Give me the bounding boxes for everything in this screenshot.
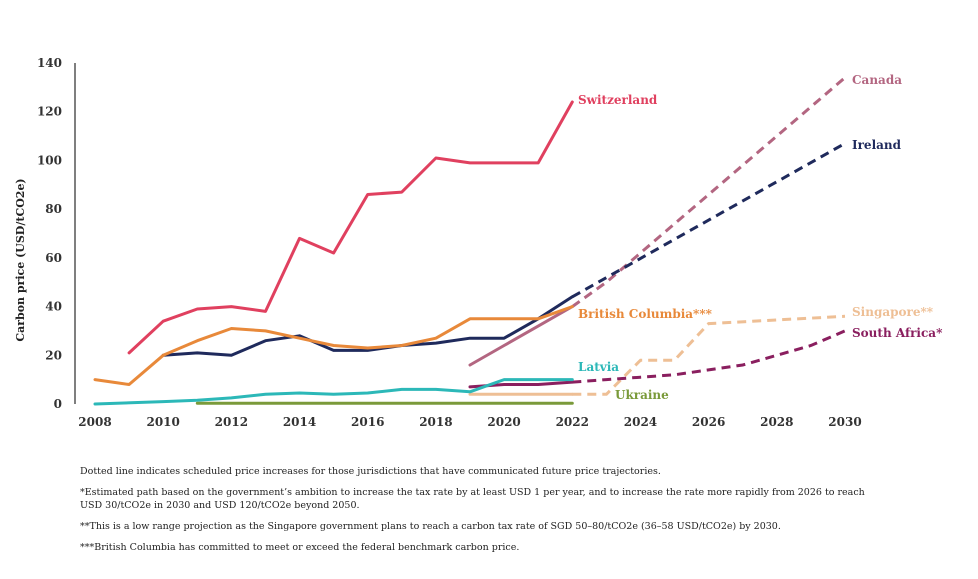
series-labels: Switzerland Canada Ireland British Columbia… (578, 73, 943, 402)
x-tick-2028: 2028 (760, 415, 793, 429)
x-tick-2016: 2016 (351, 415, 384, 429)
footnote-singapore: **This is a low range projection as the … (80, 521, 781, 533)
line-latvia (93, 378, 574, 406)
label-south-africa: South Africa* (852, 326, 943, 340)
label-singapore: Singapore** (852, 305, 934, 319)
label-ireland: Ireland (852, 138, 902, 152)
line-switzerland (127, 100, 574, 355)
x-tick-2030: 2030 (828, 415, 861, 429)
line-canada (468, 305, 574, 367)
x-tick-2010: 2010 (146, 415, 179, 429)
y-tick-80: 80 (45, 202, 62, 216)
line-british-columbia (93, 305, 574, 386)
series-lines (93, 76, 846, 406)
line-south-africa-projected (572, 329, 846, 384)
x-tick-2012: 2012 (215, 415, 248, 429)
y-tick-120: 120 (37, 105, 62, 119)
line-ireland (161, 295, 574, 357)
carbon-price-chart: 0 20 40 60 80 100 120 140 2008 2010 2012 2014 2016 20… (14, 56, 943, 429)
footnote-british-columbia: ***British Columbia has committed to mee… (80, 542, 520, 554)
line-singapore-projected (572, 314, 846, 396)
line-ireland-projected (571, 142, 846, 299)
chart-axes: 0 20 40 60 80 100 120 140 2008 2010 2012 2014 2016 20… (37, 56, 862, 429)
x-tick-2018: 2018 (419, 415, 452, 429)
y-tick-20: 20 (45, 348, 62, 362)
y-tick-60: 60 (45, 251, 62, 265)
label-ukraine: Ukraine (615, 388, 669, 402)
x-tick-2022: 2022 (556, 415, 589, 429)
y-tick-100: 100 (37, 153, 62, 167)
x-tick-2020: 2020 (487, 415, 520, 429)
label-british-columbia: British Columbia*** (578, 307, 713, 321)
x-tick-2026: 2026 (692, 415, 725, 429)
x-tick-2014: 2014 (283, 415, 316, 429)
label-switzerland: Switzerland (578, 93, 658, 107)
footnote-south-africa: *Estimated path based on the government’… (80, 487, 865, 511)
y-tick-0: 0 (54, 397, 62, 411)
x-tick-2024: 2024 (624, 415, 657, 429)
y-tick-40: 40 (45, 300, 62, 314)
label-canada: Canada (852, 73, 902, 87)
y-axis-label: Carbon price (USD/tCO2e) (14, 178, 27, 341)
label-latvia: Latvia (578, 360, 619, 374)
dotted-line-note: Dotted line indicates scheduled price in… (80, 466, 661, 477)
y-tick-140: 140 (37, 56, 62, 70)
x-tick-2008: 2008 (78, 415, 111, 429)
chart-notes: Dotted line indicates scheduled price in… (80, 466, 880, 564)
